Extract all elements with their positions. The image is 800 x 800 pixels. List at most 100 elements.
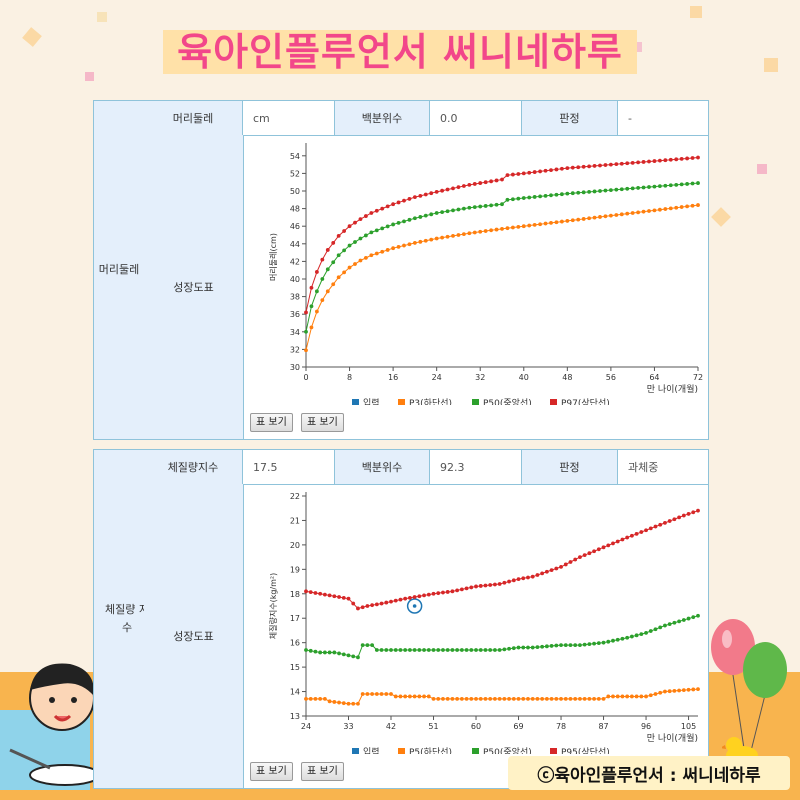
series-point xyxy=(450,648,455,652)
series-point xyxy=(606,639,611,644)
series-point xyxy=(510,225,515,230)
series-point xyxy=(440,235,445,240)
series-point xyxy=(521,645,526,650)
series-point xyxy=(691,687,696,692)
series-point xyxy=(358,258,363,263)
series-point xyxy=(658,522,663,527)
series-point xyxy=(369,211,374,215)
series-point xyxy=(592,641,596,646)
x-tick-label: 42 xyxy=(386,722,396,731)
series-point xyxy=(422,648,426,652)
series-point xyxy=(337,651,341,656)
series-point xyxy=(516,224,521,229)
series-point xyxy=(426,592,431,597)
series-point xyxy=(620,636,625,641)
series-point xyxy=(614,213,619,217)
series-point xyxy=(393,694,398,699)
table-view-button[interactable]: 표 보기 xyxy=(301,762,344,781)
series-point xyxy=(686,512,691,516)
series-point xyxy=(337,595,341,599)
table-view-button[interactable]: 표 보기 xyxy=(250,762,293,781)
series-point xyxy=(674,157,679,162)
measure-label: 체질량지수 xyxy=(144,450,243,484)
series-point xyxy=(320,298,325,303)
y-tick-label: 40 xyxy=(290,275,300,284)
x-axis-label: 만 나이(개월) xyxy=(647,732,698,744)
series-point xyxy=(608,162,613,167)
series-point xyxy=(526,696,530,701)
series-point xyxy=(641,209,646,214)
series-point xyxy=(668,206,673,211)
series-point xyxy=(653,627,658,632)
series-point xyxy=(472,230,477,235)
series-point xyxy=(489,228,494,233)
series-point xyxy=(679,182,684,187)
series-point xyxy=(313,696,318,701)
series-point xyxy=(598,189,602,193)
series-point xyxy=(418,215,423,219)
series-point xyxy=(347,265,352,270)
series-point xyxy=(412,195,417,200)
series-point xyxy=(478,696,483,701)
series-point xyxy=(374,692,379,696)
series-point xyxy=(634,694,639,699)
series-point xyxy=(497,696,502,701)
series-point xyxy=(304,329,308,334)
series-point xyxy=(625,635,630,640)
series-point xyxy=(625,694,630,699)
series-point xyxy=(332,700,337,704)
series-point xyxy=(464,696,469,701)
series-point xyxy=(393,598,398,603)
series-point xyxy=(578,696,582,701)
series-point xyxy=(596,641,601,646)
series-point xyxy=(690,203,695,208)
y-axis-label: 체질량지수(kg/m²) xyxy=(268,573,278,639)
series-point xyxy=(587,551,592,556)
series-point xyxy=(441,648,445,652)
series-point xyxy=(596,547,601,552)
series-point xyxy=(587,189,592,194)
series-point xyxy=(385,204,390,209)
series-point xyxy=(417,594,422,599)
x-tick-label: 78 xyxy=(556,722,566,731)
legend-label: P97(상단선) xyxy=(561,398,610,405)
series-point xyxy=(696,687,700,692)
series-point xyxy=(691,615,696,620)
series-point xyxy=(500,226,504,231)
series-point xyxy=(511,696,516,701)
series-point xyxy=(636,160,641,165)
legend-swatch xyxy=(472,399,479,406)
series-point xyxy=(456,207,461,212)
series-point xyxy=(634,633,639,638)
series-point xyxy=(374,208,379,213)
series-point xyxy=(322,650,327,655)
series-point xyxy=(398,694,403,699)
series-point xyxy=(322,696,327,701)
series-point xyxy=(691,510,696,515)
series-point xyxy=(488,583,493,587)
series-point xyxy=(549,168,553,172)
series-point xyxy=(611,541,615,546)
series-point xyxy=(408,648,412,652)
series-point xyxy=(494,202,499,207)
table-view-button[interactable]: 표 보기 xyxy=(301,413,344,432)
legend-swatch xyxy=(398,748,405,755)
series-point xyxy=(363,255,368,260)
series-point xyxy=(554,566,559,571)
series-point xyxy=(318,650,323,655)
series-point xyxy=(521,576,526,581)
series-point xyxy=(314,270,319,274)
series-point xyxy=(445,648,450,652)
x-tick-label: 56 xyxy=(606,373,616,382)
series-point xyxy=(346,701,351,706)
x-tick-label: 105 xyxy=(681,722,696,731)
series-point xyxy=(658,690,663,695)
series-point xyxy=(342,270,347,275)
confetti-decoration xyxy=(711,207,731,227)
table-view-button[interactable]: 표 보기 xyxy=(250,413,293,432)
series-point xyxy=(663,689,667,694)
legend-swatch xyxy=(472,748,479,755)
series-point xyxy=(603,214,608,219)
series-point xyxy=(436,591,441,596)
series-point xyxy=(478,229,483,234)
